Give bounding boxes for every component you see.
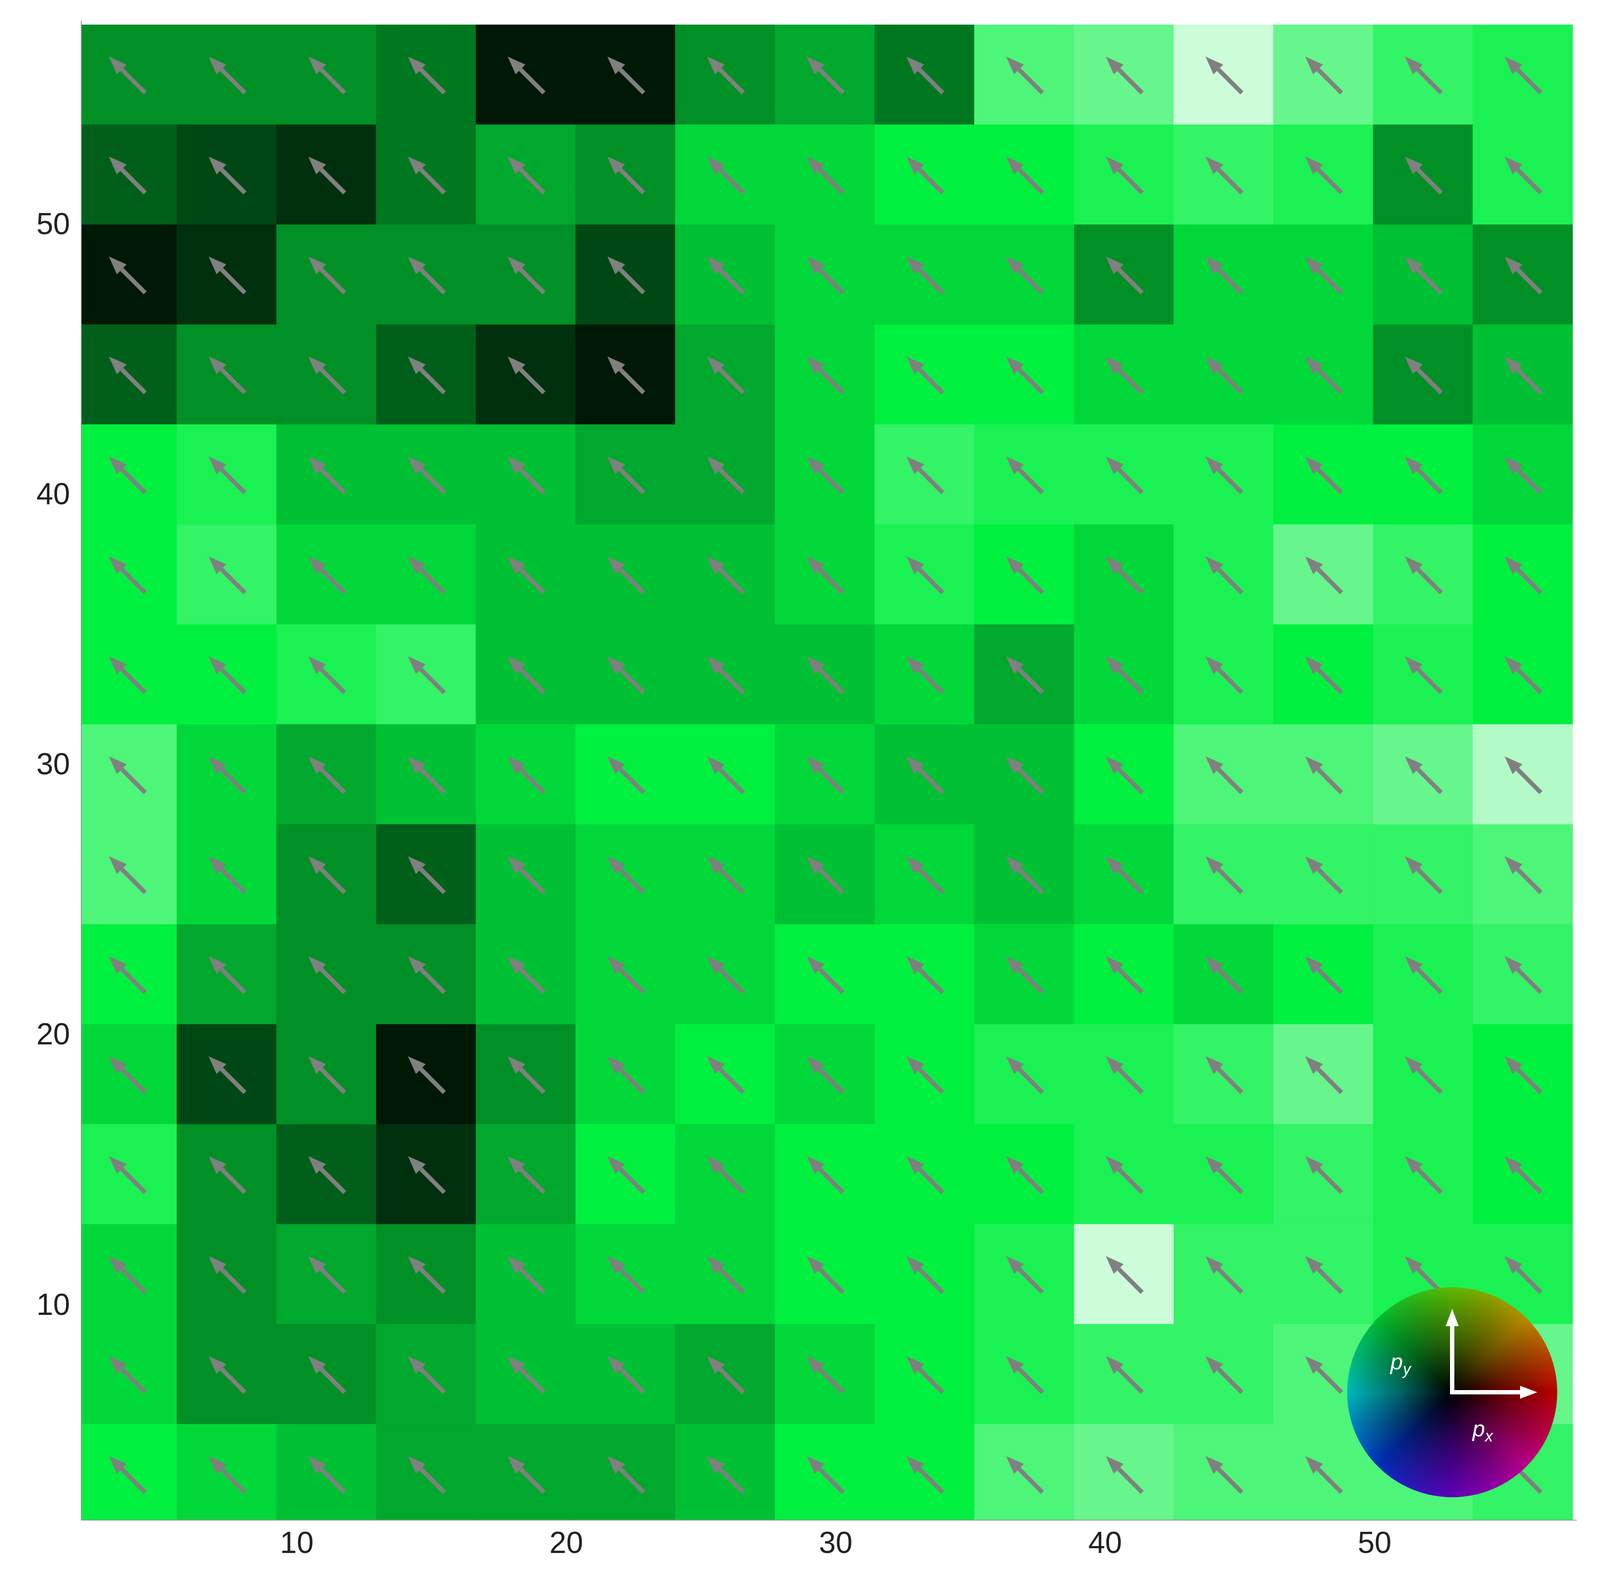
svg-text:50: 50 [36,207,71,241]
svg-text:20: 20 [36,1017,71,1052]
svg-text:10: 10 [280,1526,314,1560]
svg-text:20: 20 [549,1526,584,1560]
svg-text:40: 40 [1088,1526,1122,1560]
svg-text:50: 50 [1357,1526,1392,1560]
svg-text:30: 30 [36,747,71,781]
svg-text:30: 30 [819,1526,853,1560]
svg-text:40: 40 [36,477,71,511]
svg-text:py: py [1389,1349,1412,1379]
svg-text:px: px [1471,1416,1494,1446]
svg-text:10: 10 [36,1287,71,1322]
